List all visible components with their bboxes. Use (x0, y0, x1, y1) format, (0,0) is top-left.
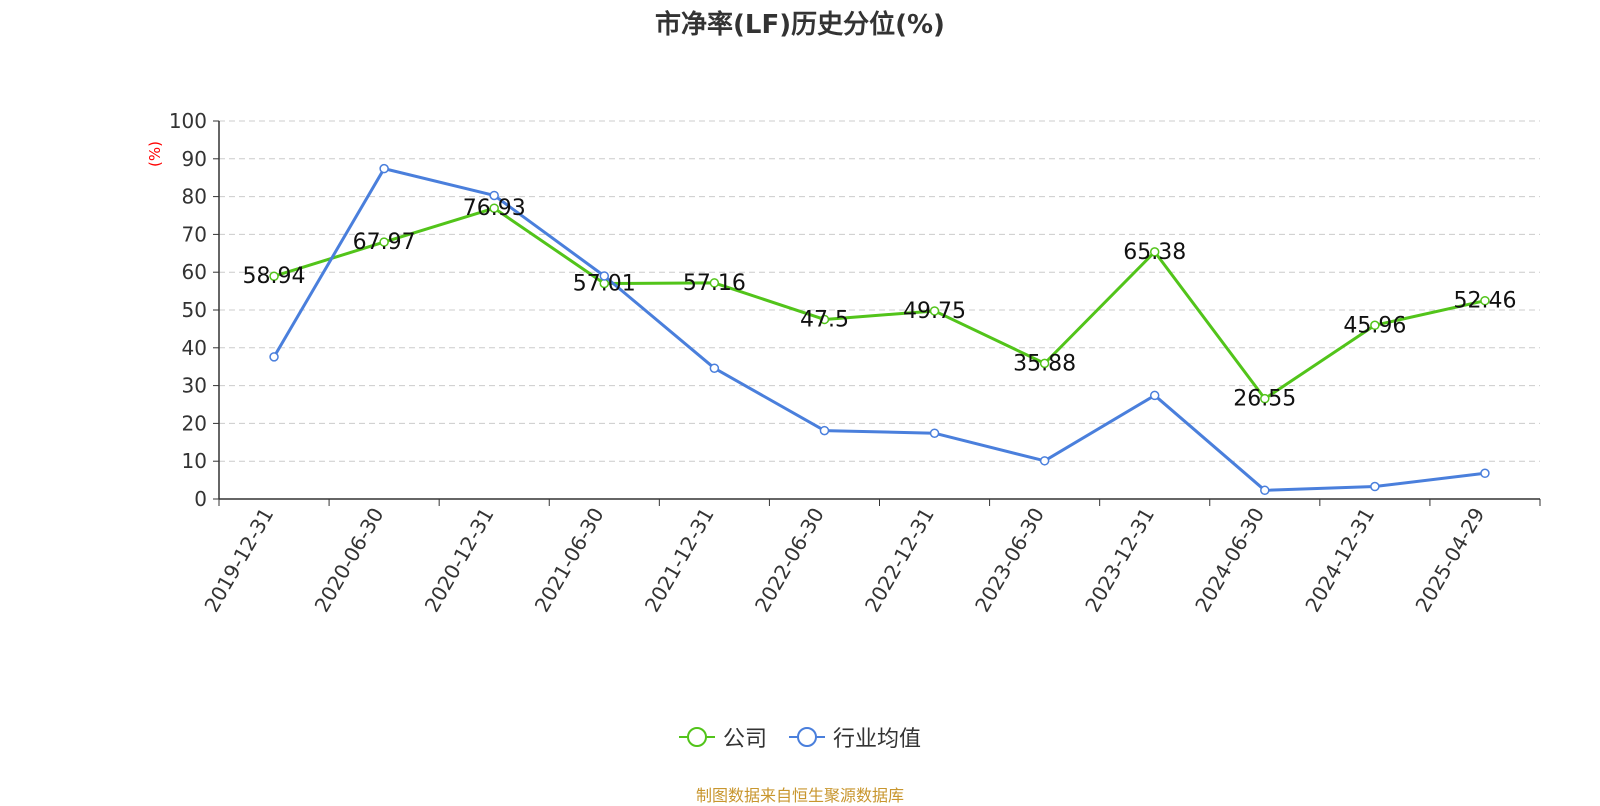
data-label: 26.55 (1233, 387, 1296, 412)
y-tick-label: 100 (169, 109, 207, 133)
x-tick-label: 2022-12-31 (860, 504, 939, 617)
y-tick-label: 90 (182, 147, 207, 171)
legend: 公司 行业均值 (0, 722, 1600, 752)
data-point[interactable] (1260, 393, 1270, 404)
data-point[interactable] (1149, 247, 1160, 257)
data-point[interactable] (929, 306, 940, 316)
data-point[interactable] (379, 237, 389, 247)
x-tick-label: 2021-12-31 (640, 504, 719, 617)
x-tick-label: 2024-06-30 (1190, 504, 1269, 617)
data-label: 49.75 (903, 299, 966, 324)
series-line-0 (273, 206, 1486, 401)
data-point[interactable] (929, 428, 940, 438)
x-tick-label: 2020-06-30 (310, 504, 389, 617)
x-tick-label: 2021-06-30 (530, 504, 609, 617)
y-tick-label: 80 (182, 185, 207, 209)
data-point[interactable] (1149, 390, 1160, 401)
x-tick-label: 2020-12-31 (420, 504, 499, 617)
x-tick-label: 2023-06-30 (970, 504, 1049, 617)
data-label: 35.88 (1013, 351, 1076, 376)
data-label: 45.96 (1343, 313, 1406, 338)
data-point[interactable] (1370, 320, 1380, 331)
x-tick-label: 2022-06-30 (750, 504, 829, 617)
y-axis-label: (%) (146, 141, 164, 167)
y-tick-label: 40 (182, 336, 207, 360)
x-tick-label: 2019-12-31 (199, 504, 278, 617)
y-tick-label: 50 (182, 298, 207, 322)
legend-company-label: 公司 (722, 727, 767, 752)
y-tick-label: 10 (182, 449, 207, 473)
data-label: 57.01 (573, 272, 636, 297)
data-label: 65.38 (1123, 240, 1186, 265)
data-label: 58.94 (243, 264, 306, 289)
legend-item-industry[interactable]: 行业均值 (789, 721, 921, 753)
data-point[interactable] (1039, 456, 1050, 466)
x-tick-label: 2025-04-29 (1410, 504, 1489, 617)
chart-title: 市净率(LF)历史分位(%) (655, 10, 945, 40)
data-point[interactable] (1260, 485, 1270, 496)
data-labels: 58.94 67.97 76.93 57.01 57.16 47.5 49.75 35.88 6… (243, 196, 1517, 411)
data-point[interactable] (819, 314, 830, 325)
data-point[interactable] (489, 203, 499, 213)
y-tick-label: 60 (182, 260, 207, 284)
legend-industry-icon (789, 727, 825, 747)
data-point[interactable] (819, 425, 830, 436)
data-point[interactable] (709, 278, 720, 288)
data-label: 76.93 (463, 196, 526, 221)
data-point[interactable] (1039, 358, 1050, 369)
data-label: 52.46 (1453, 289, 1516, 314)
source-footer: 制图数据来自恒生聚源数据库 (695, 786, 904, 805)
series-line-1 (272, 167, 1486, 492)
y-tick-label: 70 (182, 222, 207, 246)
legend-item-company[interactable]: 公司 (678, 721, 767, 753)
x-tick-label: 2023-12-31 (1080, 504, 1159, 617)
y-tick-label: 0 (194, 487, 207, 511)
data-point[interactable] (489, 190, 499, 201)
data-point[interactable] (599, 271, 610, 281)
series (269, 163, 1490, 496)
data-label: 67.97 (353, 230, 416, 255)
data-point[interactable] (269, 271, 279, 281)
data-point[interactable] (1480, 295, 1490, 306)
y-tick-label: 30 (182, 374, 207, 398)
legend-company-icon (678, 727, 715, 747)
data-point[interactable] (1370, 481, 1380, 492)
data-label: 47.5 (800, 307, 849, 332)
data-label: 57.16 (683, 271, 746, 296)
x-tick-label: 2024-12-31 (1300, 504, 1379, 617)
data-point[interactable] (1480, 468, 1490, 479)
data-point[interactable] (709, 363, 720, 373)
data-point[interactable] (379, 163, 389, 174)
y-tick-label: 20 (182, 411, 207, 435)
legend-industry-label: 行业均值 (833, 727, 922, 752)
grid-lines (219, 120, 1540, 462)
data-point[interactable] (269, 352, 279, 362)
